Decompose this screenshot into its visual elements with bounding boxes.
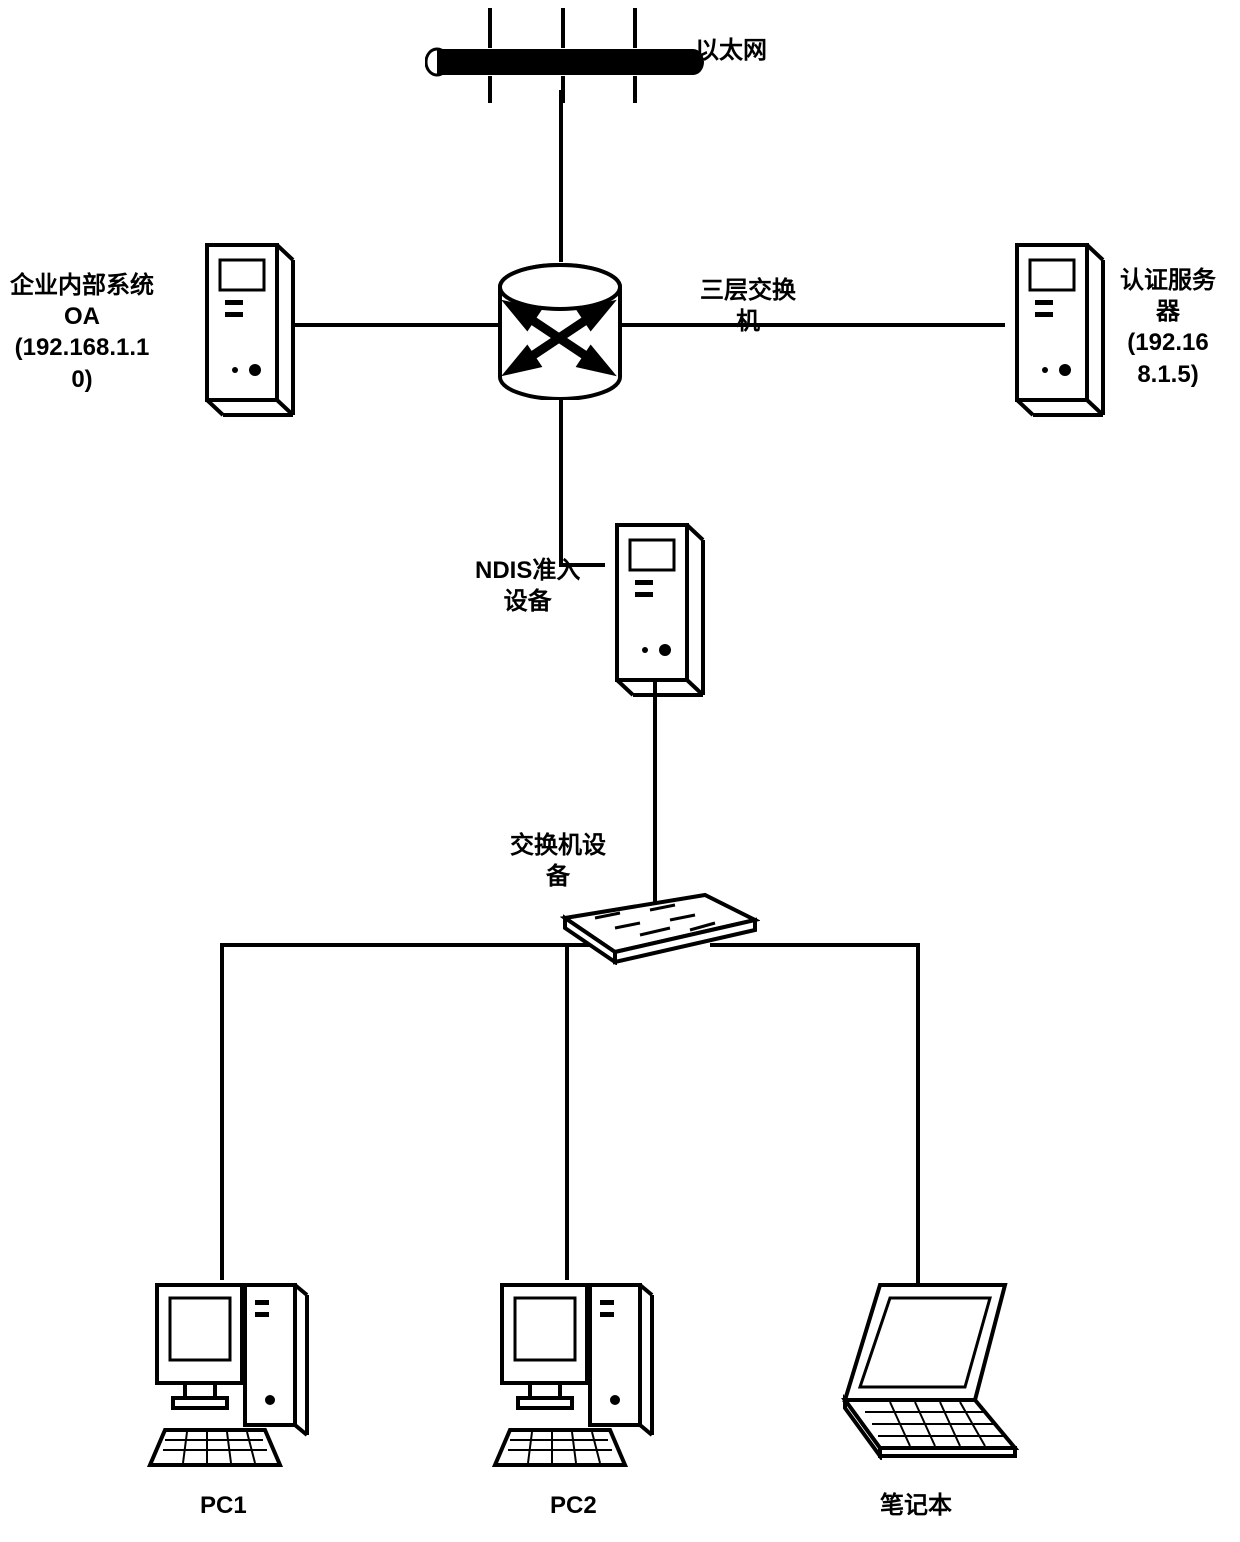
ndis-label: NDIS准入 设备 — [475, 555, 580, 617]
ndis-server-icon — [605, 520, 705, 705]
pc1-label: PC1 — [200, 1490, 247, 1521]
ethernet-bus — [425, 8, 705, 108]
oa-label: 企业内部系统 OA (192.168.1.1 0) — [10, 270, 154, 395]
network-diagram: 以太网 三层交换 机 企业内部系统 OA (192.168.1.1 0) 认证服… — [0, 0, 1240, 1542]
pc2-label: PC2 — [550, 1490, 597, 1521]
l3switch-label: 三层交换 机 — [700, 275, 796, 337]
switch-icon — [560, 890, 760, 970]
ethernet-label: 以太网 — [695, 35, 767, 66]
l3-switch-icon — [495, 262, 625, 405]
laptop-label: 笔记本 — [880, 1490, 952, 1521]
pc2-icon — [490, 1270, 655, 1475]
laptop-icon — [830, 1280, 1020, 1465]
auth-label: 认证服务 器 (192.16 8.1.5) — [1120, 265, 1216, 390]
pc1-icon — [145, 1270, 310, 1475]
oa-server-icon — [195, 240, 295, 425]
switch-label: 交换机设 备 — [510, 830, 606, 892]
auth-server-icon — [1005, 240, 1105, 425]
